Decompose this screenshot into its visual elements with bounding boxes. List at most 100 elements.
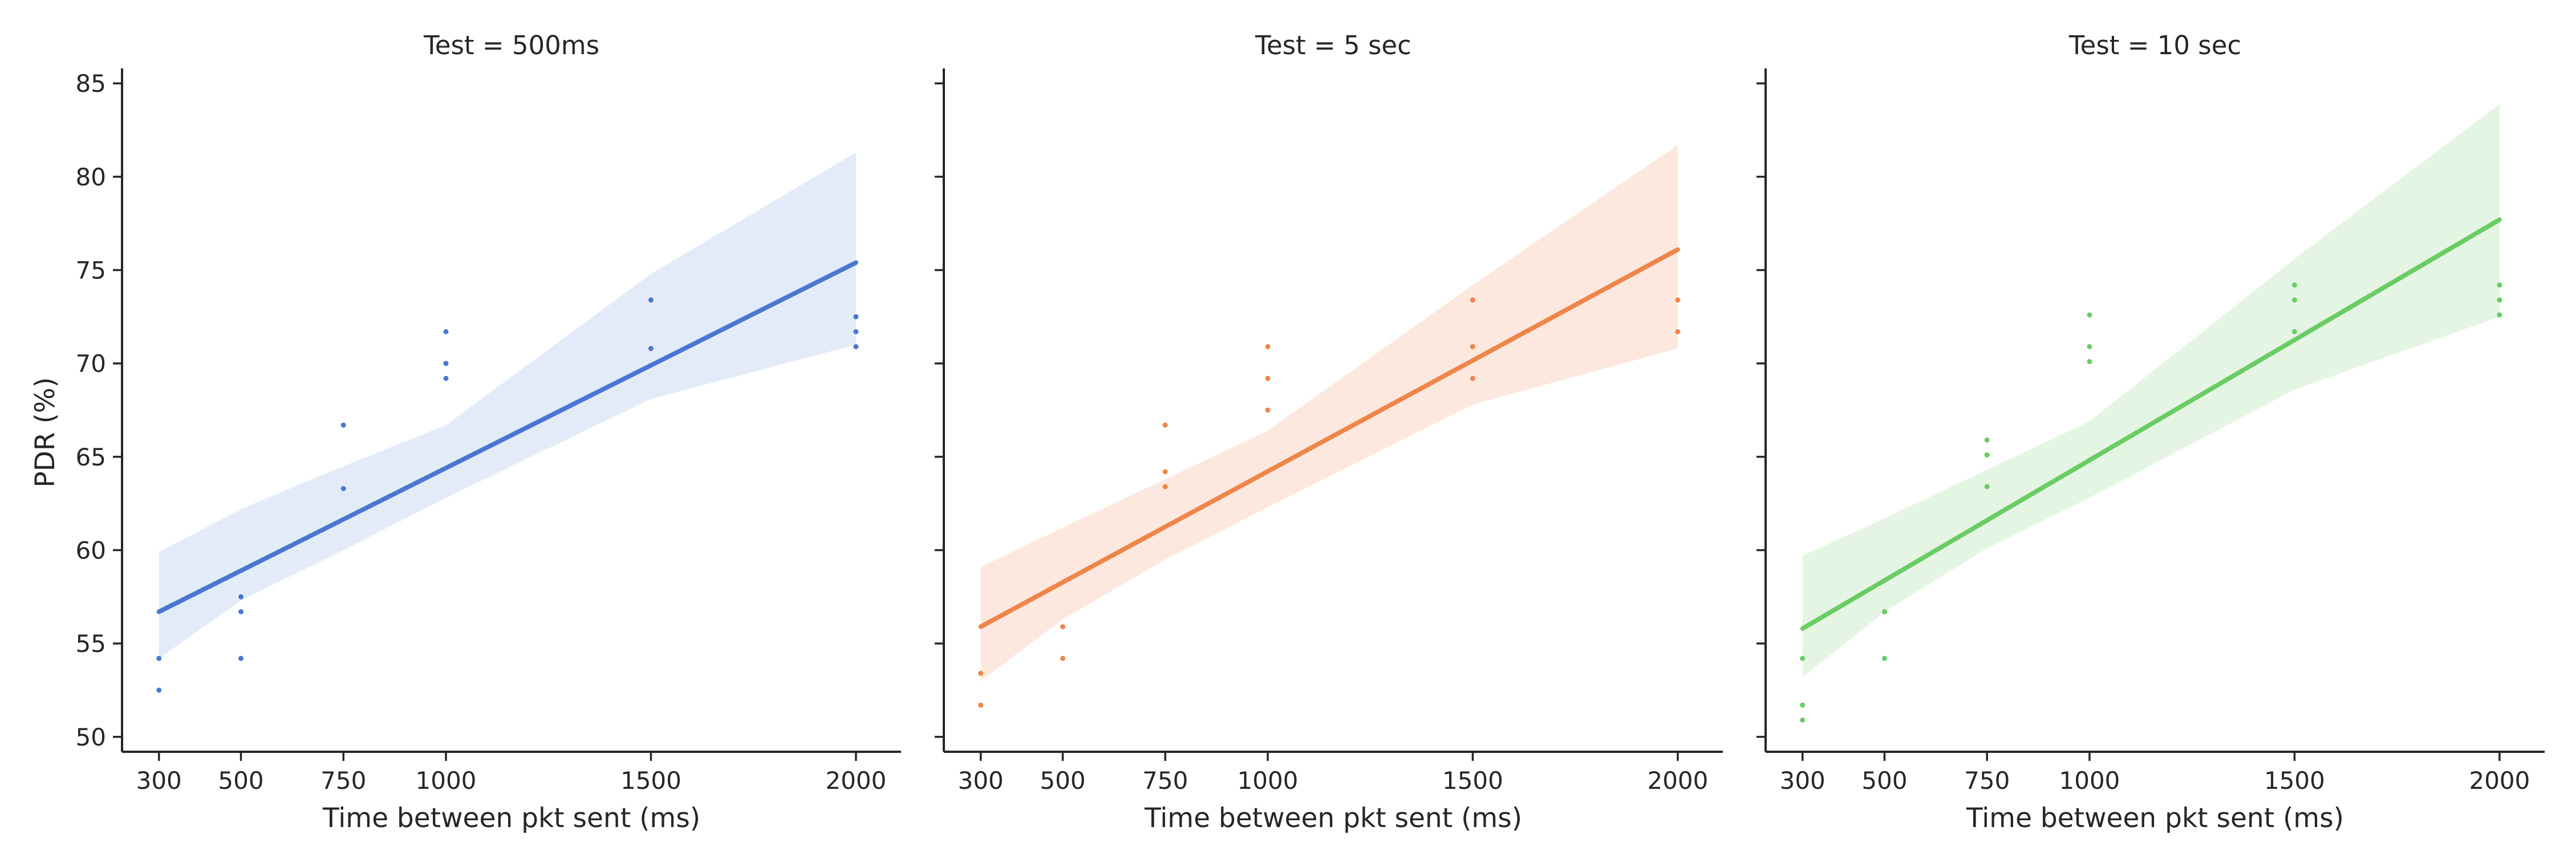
y-tick-label: 65 bbox=[76, 443, 106, 471]
panel-3-regression bbox=[1800, 217, 2502, 631]
panel-2-x-tick-label: 2000 bbox=[1647, 767, 1708, 795]
panel-1-x-axis-label: Time between pkt sent (ms) bbox=[322, 803, 700, 834]
panel-1-confidence-band bbox=[159, 152, 856, 659]
panel-2-x-tick-label: 300 bbox=[958, 767, 1004, 795]
panel-3-data-point bbox=[1800, 702, 1806, 708]
panel-2-data-point bbox=[1470, 344, 1475, 350]
panel-2-x-tick-label: 500 bbox=[1040, 767, 1085, 795]
panel-2-data-point bbox=[1162, 422, 1168, 428]
panel-2-data-point bbox=[1675, 297, 1681, 303]
panel-2-points bbox=[978, 297, 1681, 708]
panel-2-data-point bbox=[1060, 655, 1065, 661]
panel-3-points bbox=[1800, 282, 2502, 723]
panel-1-data-point bbox=[443, 360, 449, 366]
panel-3-data-point bbox=[2291, 282, 2297, 288]
panel-2-x-axis-label: Time between pkt sent (ms) bbox=[1144, 803, 1522, 834]
y-tick-label: 50 bbox=[76, 723, 106, 751]
panel-1-data-point bbox=[340, 422, 346, 428]
panel-1-axes: 50 55 60 65 70 75 80 85 300 500 750 1000 1500 2000 bbox=[76, 68, 901, 795]
panel-2-data-point bbox=[1470, 297, 1475, 303]
panel-2-data-point bbox=[1470, 375, 1475, 381]
panel-2-ci-band bbox=[980, 145, 1678, 681]
panel-3-title: Test = 10 sec bbox=[2068, 30, 2241, 60]
panel-3-data-point bbox=[2291, 329, 2297, 334]
panel-1: 50 55 60 65 70 75 80 85 300 500 750 1000 1500 2000 Te… bbox=[76, 30, 901, 834]
panel-3-x-axis-label: Time between pkt sent (ms) bbox=[1966, 803, 2344, 834]
panel-2-x-tick-label: 750 bbox=[1142, 767, 1188, 795]
panel-1-data-point bbox=[853, 344, 859, 350]
panel-2-data-point bbox=[1162, 469, 1168, 475]
panel-1-regression bbox=[156, 260, 858, 614]
panel-1-data-point bbox=[443, 329, 449, 334]
panel-3-data-point bbox=[2087, 344, 2092, 350]
panel-2-title: Test = 5 sec bbox=[1255, 30, 1411, 60]
panel-1-points bbox=[156, 297, 859, 693]
panel-2-data-point bbox=[1265, 375, 1271, 381]
panel-3-data-point bbox=[2087, 312, 2092, 318]
panel-3-confidence-band bbox=[1802, 104, 2500, 678]
panel-3-x-tick-label: 500 bbox=[1861, 767, 1907, 795]
panel-1-data-point bbox=[238, 594, 244, 599]
panel-2-data-point bbox=[1675, 329, 1681, 334]
panel-3-data-point bbox=[1984, 484, 1990, 489]
panel-2-data-point bbox=[978, 702, 984, 708]
panel-2-regression bbox=[978, 247, 1680, 629]
panel-1-x-tick-label: 500 bbox=[218, 767, 263, 795]
panel-2-data-point bbox=[1060, 624, 1065, 630]
panel-1-data-point bbox=[156, 655, 162, 661]
panel-3-x-tick-label: 750 bbox=[1964, 767, 2010, 795]
panel-1-data-point bbox=[648, 346, 654, 351]
panel-3-x-tick-label: 300 bbox=[1780, 767, 1825, 795]
panel-3-ci-band bbox=[1802, 104, 2500, 678]
panel-1-x-tick-label: 1500 bbox=[620, 767, 681, 795]
panel-1-data-point bbox=[340, 486, 346, 491]
y-tick-label: 60 bbox=[76, 536, 106, 564]
panel-1-data-point bbox=[853, 329, 859, 334]
panel-3-data-point bbox=[2087, 359, 2092, 364]
panel-1-data-point bbox=[443, 375, 449, 381]
panel-1-x-tick-label: 1000 bbox=[416, 767, 477, 795]
panel-1-data-point bbox=[238, 655, 244, 661]
panel-3-data-point bbox=[1882, 609, 1887, 614]
panel-1-ci-band bbox=[159, 152, 856, 659]
panel-3-data-point bbox=[2291, 297, 2297, 303]
panel-1-x-tick-label: 2000 bbox=[825, 767, 886, 795]
panel-2-data-point bbox=[1265, 344, 1271, 350]
panel-2-axes: 300 500 750 1000 1500 2000 bbox=[935, 68, 1723, 795]
panel-3-x-tick-label: 1000 bbox=[2059, 767, 2120, 795]
panel-1-data-point bbox=[648, 297, 654, 303]
panel-3-x-tick-label: 2000 bbox=[2469, 767, 2530, 795]
panel-1-x-tick-label: 750 bbox=[321, 767, 366, 795]
panel-3-data-point bbox=[2497, 297, 2502, 303]
panel-3-data-point bbox=[1984, 452, 1990, 458]
panel-3-data-point bbox=[1882, 655, 1887, 661]
y-tick-label: 70 bbox=[76, 350, 106, 378]
panel-2-x-tick-label: 1500 bbox=[1442, 767, 1503, 795]
panel-3-x-tick-label: 1500 bbox=[2264, 767, 2325, 795]
panel-3-data-point bbox=[1800, 655, 1806, 661]
panel-3: 300 500 750 1000 1500 2000 Test = 10 sec Time… bbox=[1756, 30, 2545, 834]
panel-3-axes: 300 500 750 1000 1500 2000 bbox=[1756, 68, 2545, 795]
panel-2-data-point bbox=[978, 671, 984, 676]
panel-2-x-tick-label: 1000 bbox=[1238, 767, 1299, 795]
y-tick-label: 85 bbox=[76, 70, 106, 98]
panel-2-confidence-band bbox=[980, 145, 1678, 681]
panel-2-data-point bbox=[1265, 407, 1271, 413]
panel-1-title: Test = 500ms bbox=[423, 30, 599, 60]
panel-3-data-point bbox=[1984, 437, 1990, 443]
panel-2: 300 500 750 1000 1500 2000 Test = 5 sec Time … bbox=[935, 30, 1723, 834]
y-axis-label: PDR (%) bbox=[30, 377, 61, 487]
panel-3-data-point bbox=[2497, 282, 2502, 288]
panel-3-regression-line bbox=[1800, 217, 2502, 631]
y-tick-label: 75 bbox=[76, 257, 106, 285]
panel-3-data-point bbox=[2497, 312, 2502, 318]
panel-1-regression-line bbox=[156, 260, 858, 614]
y-tick-label: 55 bbox=[76, 630, 106, 658]
panel-2-data-point bbox=[1162, 484, 1168, 489]
panel-1-data-point bbox=[156, 687, 162, 693]
y-tick-label: 80 bbox=[76, 163, 106, 191]
panel-2-regression-line bbox=[978, 247, 1680, 629]
panel-1-x-tick-label: 300 bbox=[136, 767, 182, 795]
panel-3-data-point bbox=[1800, 717, 1806, 723]
